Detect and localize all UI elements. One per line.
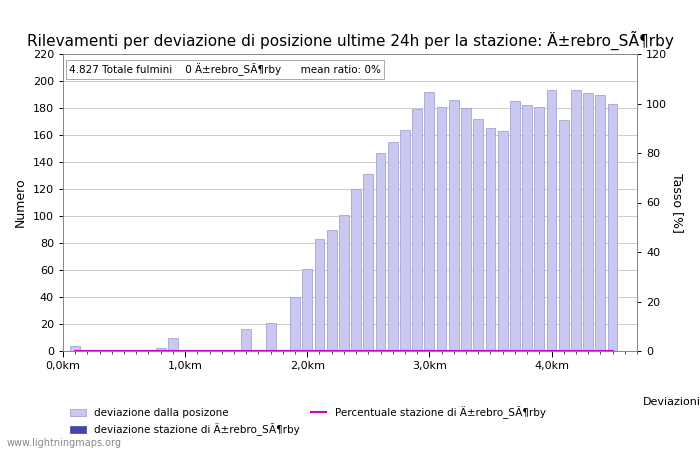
Bar xyxy=(156,348,166,351)
Legend: deviazione dalla posizone, deviazione stazione di Ä±rebro_SÃ¶rby, Percentuale st: deviazione dalla posizone, deviazione st… xyxy=(66,402,550,440)
Bar xyxy=(437,107,447,351)
Bar xyxy=(571,90,581,351)
Bar xyxy=(266,323,276,351)
Bar xyxy=(400,130,410,351)
Y-axis label: Tasso [%]: Tasso [%] xyxy=(671,172,684,233)
Bar xyxy=(608,104,617,351)
Bar xyxy=(351,189,361,351)
Bar xyxy=(547,90,556,351)
Text: Deviazioni: Deviazioni xyxy=(643,397,700,407)
Bar xyxy=(144,350,153,351)
Bar xyxy=(314,239,324,351)
Bar xyxy=(290,297,300,351)
Bar xyxy=(596,94,605,351)
Bar xyxy=(327,230,337,351)
Bar xyxy=(473,119,483,351)
Bar xyxy=(498,131,508,351)
Bar xyxy=(302,269,312,351)
Text: www.lightningmaps.org: www.lightningmaps.org xyxy=(7,438,122,448)
Bar xyxy=(70,346,80,351)
Bar xyxy=(363,174,373,351)
Bar xyxy=(412,109,422,351)
Bar xyxy=(559,120,568,351)
Bar xyxy=(204,350,214,351)
Text: 4.827 Totale fulmini    0 Ä±rebro_SÃ¶rby      mean ratio: 0%: 4.827 Totale fulmini 0 Ä±rebro_SÃ¶rby me… xyxy=(69,63,381,76)
Bar xyxy=(461,108,471,351)
Title: Rilevamenti per deviazione di posizione ultime 24h per la stazione: Ä±rebro_SÃ¶r: Rilevamenti per deviazione di posizione … xyxy=(27,31,673,50)
Bar xyxy=(241,329,251,351)
Bar xyxy=(534,107,544,351)
Bar xyxy=(449,100,458,351)
Y-axis label: Numero: Numero xyxy=(14,178,27,227)
Bar xyxy=(376,153,386,351)
Bar xyxy=(388,142,398,351)
Bar xyxy=(583,93,593,351)
Bar xyxy=(486,128,496,351)
Bar xyxy=(168,338,178,351)
Bar xyxy=(522,105,532,351)
Bar xyxy=(510,101,520,351)
Bar xyxy=(424,92,434,351)
Bar xyxy=(339,215,349,351)
